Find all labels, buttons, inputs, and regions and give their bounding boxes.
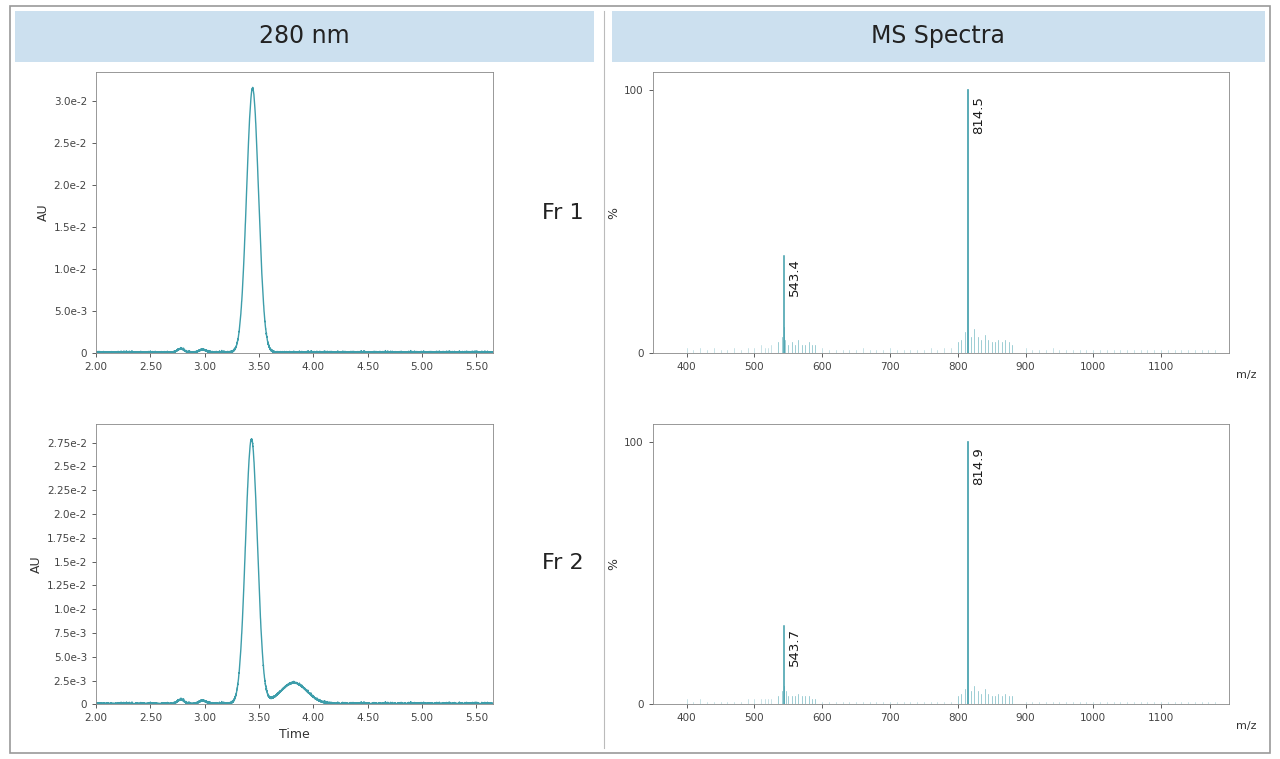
Y-axis label: %: % — [607, 206, 620, 219]
Text: Fr 1: Fr 1 — [543, 203, 584, 222]
Text: 814.9: 814.9 — [972, 447, 984, 485]
Text: m/z: m/z — [1235, 370, 1256, 380]
X-axis label: Time: Time — [279, 728, 310, 741]
Text: m/z: m/z — [1235, 721, 1256, 731]
Text: Fr 2: Fr 2 — [543, 553, 584, 573]
Y-axis label: AU: AU — [36, 203, 50, 222]
Text: 543.4: 543.4 — [788, 259, 801, 296]
Y-axis label: AU: AU — [29, 555, 42, 573]
Text: 280 nm: 280 nm — [260, 24, 349, 49]
Text: 814.5: 814.5 — [972, 96, 984, 134]
Text: 543.7: 543.7 — [788, 628, 801, 666]
Y-axis label: %: % — [607, 558, 620, 570]
Text: MS Spectra: MS Spectra — [872, 24, 1005, 49]
